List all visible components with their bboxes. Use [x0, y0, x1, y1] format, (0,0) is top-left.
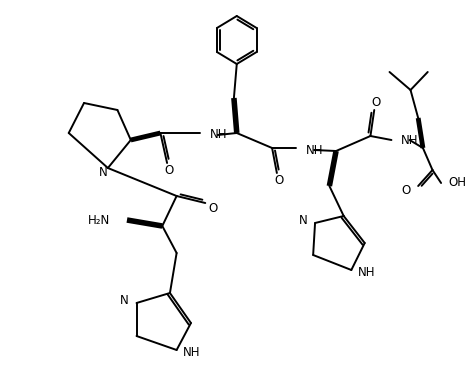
Text: N: N: [120, 294, 129, 308]
Text: NH: NH: [306, 144, 323, 156]
Text: O: O: [164, 165, 174, 177]
Text: O: O: [401, 185, 411, 197]
Text: H₂N: H₂N: [88, 213, 110, 227]
Text: NH: NH: [183, 345, 201, 359]
Text: O: O: [274, 175, 283, 187]
Text: N: N: [99, 166, 108, 180]
Text: N: N: [299, 215, 308, 227]
Text: NH: NH: [401, 133, 418, 147]
Text: O: O: [371, 95, 381, 109]
Text: OH: OH: [449, 177, 466, 189]
Text: NH: NH: [210, 128, 227, 142]
Text: O: O: [208, 201, 218, 215]
Text: NH: NH: [358, 265, 376, 279]
